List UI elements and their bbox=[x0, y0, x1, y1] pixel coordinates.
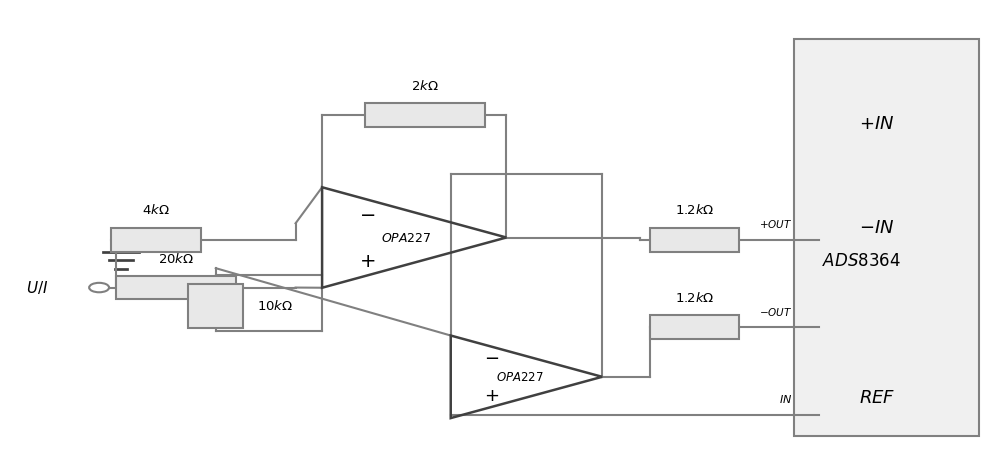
Text: $1.2k\Omega$: $1.2k\Omega$ bbox=[675, 203, 714, 217]
Text: $+IN$: $+IN$ bbox=[859, 115, 894, 133]
Text: $-$: $-$ bbox=[359, 204, 375, 223]
Text: $-$: $-$ bbox=[484, 348, 500, 366]
Bar bbox=[116, 276, 236, 299]
Text: $-IN$: $-IN$ bbox=[859, 219, 894, 237]
Text: $ADS8364$: $ADS8364$ bbox=[822, 252, 901, 270]
Text: $REF$: $REF$ bbox=[859, 389, 895, 407]
Text: $OPA227$: $OPA227$ bbox=[381, 232, 431, 245]
Text: $OPA227$: $OPA227$ bbox=[496, 371, 543, 384]
Bar bbox=[111, 228, 201, 252]
Text: $1.2k\Omega$: $1.2k\Omega$ bbox=[675, 291, 714, 304]
Text: $2k\Omega$: $2k\Omega$ bbox=[411, 79, 439, 94]
Bar bbox=[650, 228, 739, 252]
Text: $4k\Omega$: $4k\Omega$ bbox=[142, 203, 170, 217]
Text: $U/I$: $U/I$ bbox=[26, 279, 49, 296]
Text: $+$: $+$ bbox=[484, 387, 500, 405]
Text: $-OUT$: $-OUT$ bbox=[759, 306, 792, 318]
Text: $+OUT$: $+OUT$ bbox=[759, 218, 792, 230]
Bar bbox=[188, 284, 243, 328]
Bar bbox=[650, 315, 739, 339]
Text: $20k\Omega$: $20k\Omega$ bbox=[158, 252, 194, 266]
Bar bbox=[365, 103, 485, 126]
Text: $+$: $+$ bbox=[359, 252, 375, 271]
Text: $10k\Omega$: $10k\Omega$ bbox=[257, 299, 293, 313]
Text: $IN$: $IN$ bbox=[779, 393, 792, 405]
Bar bbox=[794, 39, 979, 436]
